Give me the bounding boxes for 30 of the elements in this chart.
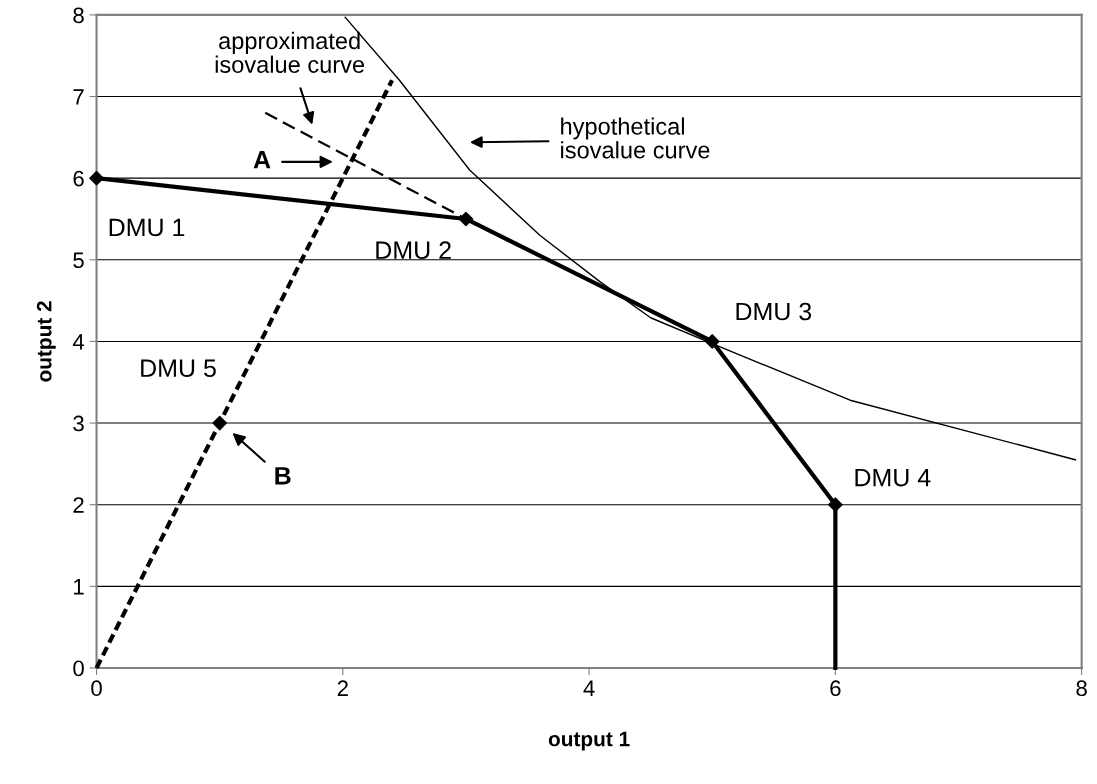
x-tick-label: 6 xyxy=(830,680,841,697)
annotation: DMU 2 xyxy=(376,241,451,260)
y-tick-label: 7 xyxy=(73,89,84,105)
y-tick-label: 5 xyxy=(73,252,84,269)
annotation: approximated isovalue curve xyxy=(215,31,365,73)
point xyxy=(704,334,720,349)
x-tick-label: 0 xyxy=(91,680,102,697)
y-tick-label: 6 xyxy=(73,170,84,187)
x-tick-label: 2 xyxy=(337,680,348,696)
x-axis-title: output 1 xyxy=(548,731,630,751)
point xyxy=(458,211,474,227)
point xyxy=(89,170,104,186)
annotation: hypothetical isovalue curve xyxy=(561,117,710,159)
point xyxy=(212,415,227,431)
annotation: B xyxy=(275,467,291,485)
annotation: DMU 3 xyxy=(736,302,812,321)
y-tick-label: 0 xyxy=(73,660,84,677)
y-axis-title: output 2 xyxy=(36,301,56,382)
annotation: A xyxy=(253,151,271,169)
x-tick-label: 4 xyxy=(583,680,595,696)
y-tick-label: 8 xyxy=(73,7,84,24)
y-tick-label: 4 xyxy=(72,334,85,350)
y-tick-label: 2 xyxy=(73,497,84,513)
y-tick-label: 1 xyxy=(74,579,84,595)
y-tick-label: 3 xyxy=(73,415,84,432)
x-tick-label: 8 xyxy=(1076,680,1087,697)
point xyxy=(828,497,843,512)
annotation: DMU 4 xyxy=(855,468,931,487)
annotation: DMU 1 xyxy=(109,218,185,237)
annotation: DMU 5 xyxy=(141,359,216,377)
